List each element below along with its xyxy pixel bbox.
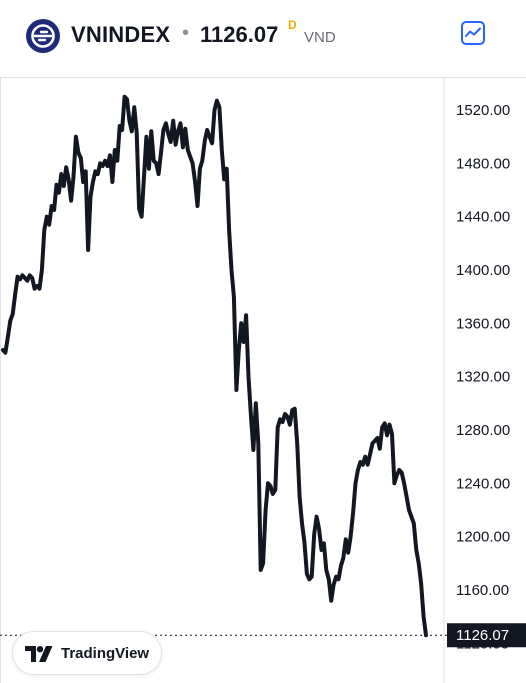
y-tick-label: 1360.00	[456, 315, 510, 332]
last-price-label: 1126.07	[447, 623, 526, 648]
separator-dot: •	[182, 22, 190, 44]
tradingview-logo-icon	[25, 646, 53, 662]
y-tick-label: 1200.00	[456, 529, 510, 546]
chart-top-border	[0, 77, 526, 78]
current-price: 1126.07	[200, 22, 279, 47]
y-tick-label: 1440.00	[456, 209, 510, 226]
symbol-name: VNINDEX	[71, 22, 171, 47]
last-price-label-text: 1126.07	[456, 627, 509, 644]
chart-header: VNINDEX • 1126.07 D VND	[0, 0, 526, 72]
chart-line-icon	[465, 27, 481, 37]
last-price-label-bg	[447, 623, 526, 648]
y-tick-label: 1240.00	[456, 475, 510, 492]
chart-left-border	[0, 78, 1, 683]
y-tick-label: 1400.00	[456, 262, 510, 279]
currency-label: VND	[304, 29, 336, 46]
tradingview-label: TradingView	[61, 645, 150, 662]
tradingview-badge[interactable]: TradingView	[12, 631, 162, 675]
y-tick-label: 1160.00	[456, 582, 509, 599]
y-tick-label: 1520.00	[456, 102, 510, 119]
y-tick-label: 1480.00	[456, 155, 510, 172]
price-axis: 1520.00 1480.00 1440.00 1400.00 1360.00 1320.…	[443, 78, 510, 683]
open-chart-button[interactable]	[461, 21, 485, 45]
delay-badge: D	[288, 18, 297, 32]
vnindex-logo-icon	[26, 19, 60, 53]
y-tick-label: 1320.00	[456, 369, 510, 386]
series-line	[1, 94, 428, 638]
y-tick-label: 1280.00	[456, 422, 510, 439]
